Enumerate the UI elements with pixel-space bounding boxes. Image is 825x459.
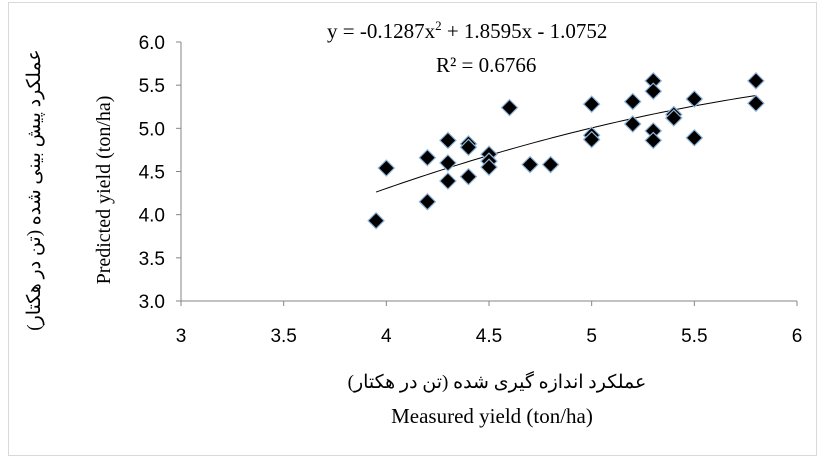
data-point: [377, 159, 396, 177]
y-tick-label: 3.0: [139, 292, 165, 313]
data-point: [582, 130, 601, 149]
data-point: [644, 82, 663, 101]
data-point: [747, 94, 765, 113]
data-point: [685, 90, 704, 108]
y-axis-title: عملکرد پیش بینی شده (تن در هکتار) Predic…: [24, 49, 115, 330]
data-point: [747, 72, 765, 90]
x-tick-label: 6: [792, 326, 803, 347]
data-point: [480, 158, 498, 177]
y-tick-label: 4.5: [139, 163, 165, 184]
y-axis-title-farsi: عملکرد پیش بینی شده (تن در هکتار): [24, 49, 45, 330]
data-point: [418, 148, 437, 167]
data-point: [623, 115, 642, 133]
data-point: [623, 92, 642, 111]
data-point: [582, 95, 601, 114]
x-tick-label: 5: [586, 326, 597, 347]
data-point: [664, 109, 683, 127]
x-axis-title: عملکرد اندازه گیری شده (تن در هکتار) Mea…: [348, 370, 647, 428]
data-point: [541, 155, 560, 174]
r-squared-label: R² = 0.6766: [436, 53, 536, 77]
y-tick-labels: 3.0 3.5 4.0 4.5 5.0 5.5 6.0: [139, 33, 165, 313]
x-tick-label: 3.5: [270, 326, 296, 347]
x-tick-label: 5.5: [681, 326, 707, 347]
data-point: [459, 138, 478, 157]
trendline: [375, 94, 757, 193]
data-point: [459, 167, 478, 186]
x-tick-label: 4.5: [476, 326, 502, 347]
data-point: [439, 131, 457, 150]
x-tick-labels: 3 3.5 4 4.5 5 5.5 6: [176, 326, 803, 347]
y-axis-title-english: Predicted yield (ton/ha): [93, 96, 115, 285]
chart-frame: [8, 2, 817, 456]
y-tick-label: 4.0: [139, 206, 165, 227]
data-point: [418, 192, 437, 211]
data-point: [367, 211, 385, 230]
x-tick-label: 3: [176, 326, 187, 347]
trendline-annotation: y = -0.1287x2 + 1.8595x - 1.0752 R² = 0.…: [327, 18, 607, 77]
data-point: [644, 131, 663, 150]
x-tick-label: 4: [381, 326, 392, 347]
y-tick-label: 3.5: [139, 249, 165, 270]
data-point: [439, 172, 457, 190]
y-tick-label: 5.0: [139, 119, 165, 140]
x-axis-title-english: Measured yield (ton/ha): [391, 404, 593, 428]
y-tick-label: 5.5: [139, 76, 165, 97]
data-point: [685, 128, 704, 147]
data-point: [439, 154, 457, 172]
y-tick-label: 6.0: [139, 33, 165, 54]
data-points: [367, 72, 765, 230]
data-point: [500, 98, 519, 117]
axes: [176, 41, 798, 306]
trendline-group: [375, 94, 757, 193]
x-axis-title-farsi: عملکرد اندازه گیری شده (تن در هکتار): [348, 370, 647, 393]
trendline-equation: y = -0.1287x2 + 1.8595x - 1.0752: [327, 18, 607, 43]
data-point: [521, 155, 539, 174]
